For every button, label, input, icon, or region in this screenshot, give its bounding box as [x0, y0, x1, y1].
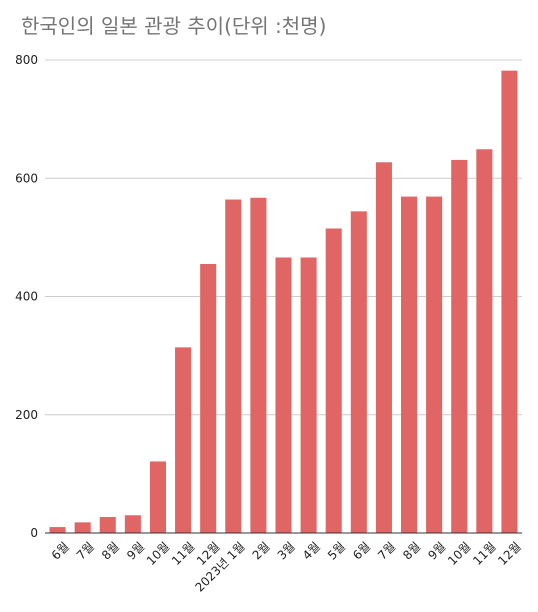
x-tick-label: 7월	[375, 539, 398, 562]
bar	[225, 199, 242, 533]
bar	[451, 159, 468, 533]
y-tick-label: 800	[15, 53, 38, 67]
bar	[300, 257, 317, 533]
y-tick-label: 200	[15, 408, 38, 422]
bar	[200, 263, 217, 533]
x-tick-label: 4월	[300, 539, 323, 562]
y-tick-label: 0	[30, 526, 38, 540]
bar	[99, 517, 116, 533]
x-tick-label: 11월	[470, 539, 499, 568]
x-tick-label: 11월	[169, 539, 198, 568]
bar	[350, 211, 367, 534]
bar	[426, 196, 443, 534]
x-tick-label: 2월	[250, 539, 273, 562]
bar	[149, 461, 167, 533]
bar	[250, 197, 267, 534]
bar	[124, 515, 141, 533]
bar	[476, 149, 493, 533]
x-tick-label: 7월	[74, 539, 97, 562]
bar	[49, 527, 66, 533]
bar	[275, 257, 292, 533]
bar	[74, 522, 91, 533]
x-tick-label: 5월	[325, 539, 348, 562]
x-tick-label: 8월	[99, 539, 122, 562]
x-tick-label: 6월	[49, 539, 72, 562]
chart-title: 한국인의 일본 관광 추이(단위 :천명)	[21, 14, 327, 38]
y-tick-label: 600	[15, 171, 38, 185]
bar	[400, 196, 418, 534]
y-axis-ticks: 0 200 400 600 800	[15, 53, 38, 540]
x-tick-label: 10월	[445, 539, 474, 568]
bar	[501, 70, 518, 533]
bar	[375, 162, 392, 533]
bar	[175, 347, 192, 533]
x-tick-label: 10월	[144, 539, 173, 568]
bar	[325, 228, 342, 533]
y-tick-label: 400	[15, 290, 38, 304]
x-tick-label: 12월	[495, 539, 524, 568]
x-tick-label: 3월	[275, 539, 298, 562]
x-tick-label: 6월	[350, 539, 373, 562]
x-tick-label: 8월	[400, 539, 423, 562]
bars	[49, 70, 518, 534]
